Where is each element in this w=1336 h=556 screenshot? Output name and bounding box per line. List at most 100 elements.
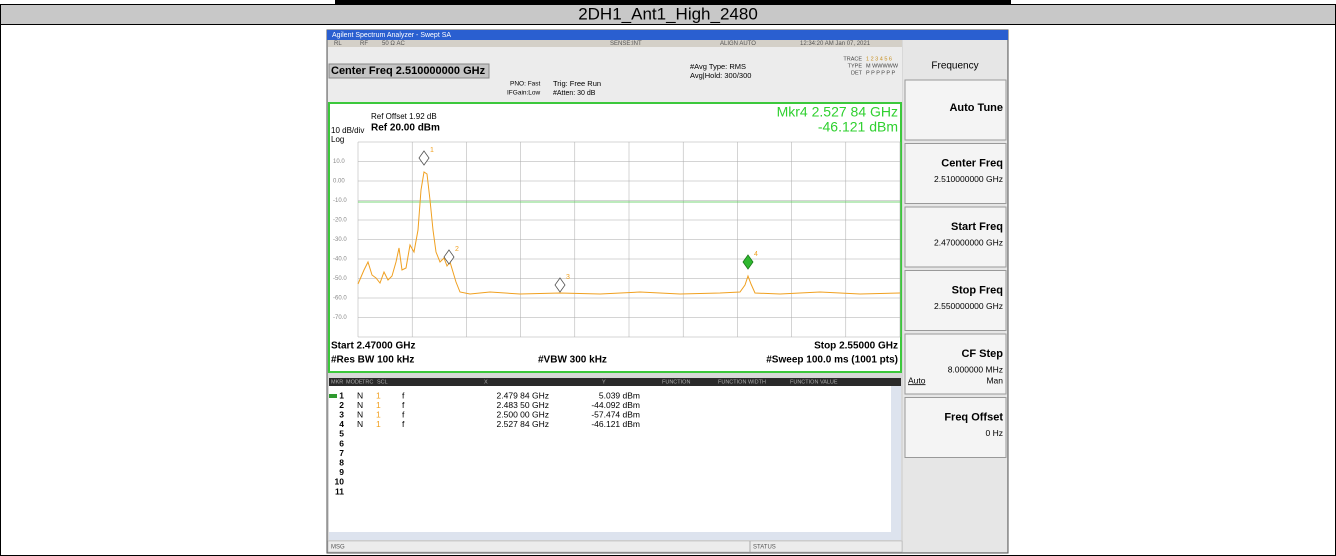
table-cell: 9 (339, 467, 344, 477)
softkey-value: 2.510000000 GHz (934, 174, 1003, 184)
table-cell: 2 (339, 400, 344, 410)
status-item: RL (334, 41, 342, 47)
table-cell: N (357, 409, 363, 419)
window-title: Agilent Spectrum Analyzer - Swept SA (332, 32, 451, 39)
status-item: ALIGN AUTO (720, 41, 756, 47)
status-row (328, 40, 902, 47)
table-cell: 2.483 50 GHz (497, 400, 549, 410)
markers: 1 2 3 4 (418, 147, 758, 293)
avg-type: #Avg Type: RMS (690, 62, 746, 71)
table-cell: 4 (339, 419, 344, 429)
table-cell: -44.092 dBm (591, 400, 640, 410)
status-item: 12:34:20 AM Jan 07, 2021 (800, 41, 871, 47)
y-label: -50.0 (333, 276, 347, 282)
softkey-label: Auto Tune (949, 102, 1003, 114)
marker-diamond (554, 277, 566, 293)
trig: Trig: Free Run (553, 79, 601, 88)
table-cell: 2.527 84 GHz (497, 419, 549, 429)
softkey-value: 0 Hz (986, 428, 1003, 438)
softkey-option: Auto (908, 375, 926, 385)
status-item: RF (360, 41, 368, 47)
column-header: Y (602, 379, 606, 385)
trace (357, 171, 901, 295)
msg-label: MSG (331, 545, 345, 551)
softkey[interactable] (904, 143, 1007, 204)
det-vals: P P P P P P (866, 70, 895, 76)
softkey[interactable] (904, 206, 1007, 268)
graph-area (328, 102, 902, 373)
table-cell: 1 (376, 390, 381, 400)
avg-hold: Avg|Hold: 300/300 (690, 71, 751, 80)
sweep: #Sweep 100.0 ms (1001 pts) (766, 355, 898, 366)
table-cell: 5.039 dBm (599, 390, 640, 400)
column-header: MODE (346, 379, 363, 385)
trace-nums: 1 2 3 4 5 6 (866, 56, 892, 62)
type-vals: M WWWWW (866, 63, 899, 69)
softkey-label: CF Step (961, 348, 1003, 360)
column-header: FUNCTION (662, 379, 690, 385)
y-label: -10.0 (333, 198, 347, 204)
softkey-label: Center Freq (941, 157, 1003, 169)
table-cell: 11 (335, 486, 344, 496)
column-header: X (484, 379, 488, 385)
marker-readout: -46.121 dBm (818, 119, 898, 135)
table-cell: 6 (339, 438, 344, 448)
marker-readout: Mkr4 2.527 84 GHz (777, 104, 898, 120)
row-highlight (329, 394, 337, 398)
softkey[interactable] (904, 270, 1007, 331)
softkey-label: Freq Offset (944, 411, 1003, 423)
table-header (329, 378, 901, 386)
table-cell: 8 (339, 457, 344, 467)
table-hscroll (329, 532, 901, 540)
marker-diamond (742, 254, 754, 270)
scale-type: Log (331, 135, 344, 144)
table-cell: f (402, 390, 405, 400)
table-cell: N (357, 400, 363, 410)
table-cell: N (357, 390, 363, 400)
softkey-value: 8.000000 MHz (948, 364, 1003, 374)
table-cell: 1 (376, 400, 381, 410)
table-scrollbar (891, 386, 901, 532)
table-cell: 10 (335, 477, 345, 487)
start-freq: Start 2.47000 GHz (331, 341, 416, 352)
marker-number: 2 (455, 246, 459, 253)
trace-label: TRACE (843, 56, 862, 62)
y-label: -30.0 (333, 237, 347, 243)
marker-diamond (443, 249, 455, 265)
y-label: 0.00 (333, 179, 345, 185)
softkey-value: 2.470000000 GHz (934, 237, 1003, 247)
softkey[interactable] (904, 397, 1007, 458)
softkey[interactable] (904, 333, 1007, 395)
softkey-value: 2.550000000 GHz (934, 301, 1003, 311)
scale: 10 dB/div (331, 126, 364, 135)
table-cell: f (402, 419, 405, 429)
table-cell: 1 (339, 390, 344, 400)
pno: PNO: Fast (510, 81, 541, 88)
marker-diamond (418, 150, 430, 166)
softkey-menu: Frequency (931, 61, 978, 72)
softkey[interactable] (904, 79, 1007, 141)
prev-row-border (335, 0, 1011, 4)
column-header: TRC (362, 379, 373, 385)
ref-offset: Ref Offset 1.92 dB (371, 112, 437, 121)
document-title: 2DH1_Ant1_High_2480 (578, 4, 758, 23)
res-bw: #Res BW 100 kHz (331, 355, 414, 366)
table-cell: 2.500 00 GHz (497, 409, 549, 419)
status-item: 50 Ω AC (382, 41, 405, 47)
softkey-label: Start Freq (951, 221, 1003, 233)
table-cell: N (357, 419, 363, 429)
ref-level: Ref 20.00 dBm (371, 123, 440, 134)
marker-number: 4 (754, 251, 758, 258)
column-header: SCL (377, 379, 388, 385)
marker-number: 3 (566, 274, 570, 281)
column-header: FUNCTION WIDTH (718, 379, 766, 385)
table-cell: 1 (376, 419, 381, 429)
table-cell: 5 (339, 429, 344, 439)
table-cell: f (402, 409, 405, 419)
status-item: SENSE:INT (610, 41, 642, 47)
center-freq-box (328, 63, 490, 79)
column-header: MKR (331, 379, 343, 385)
y-label: 10.0 (333, 159, 345, 165)
softkey-option: Man (986, 375, 1003, 385)
softkey-label: Stop Freq (952, 284, 1003, 296)
